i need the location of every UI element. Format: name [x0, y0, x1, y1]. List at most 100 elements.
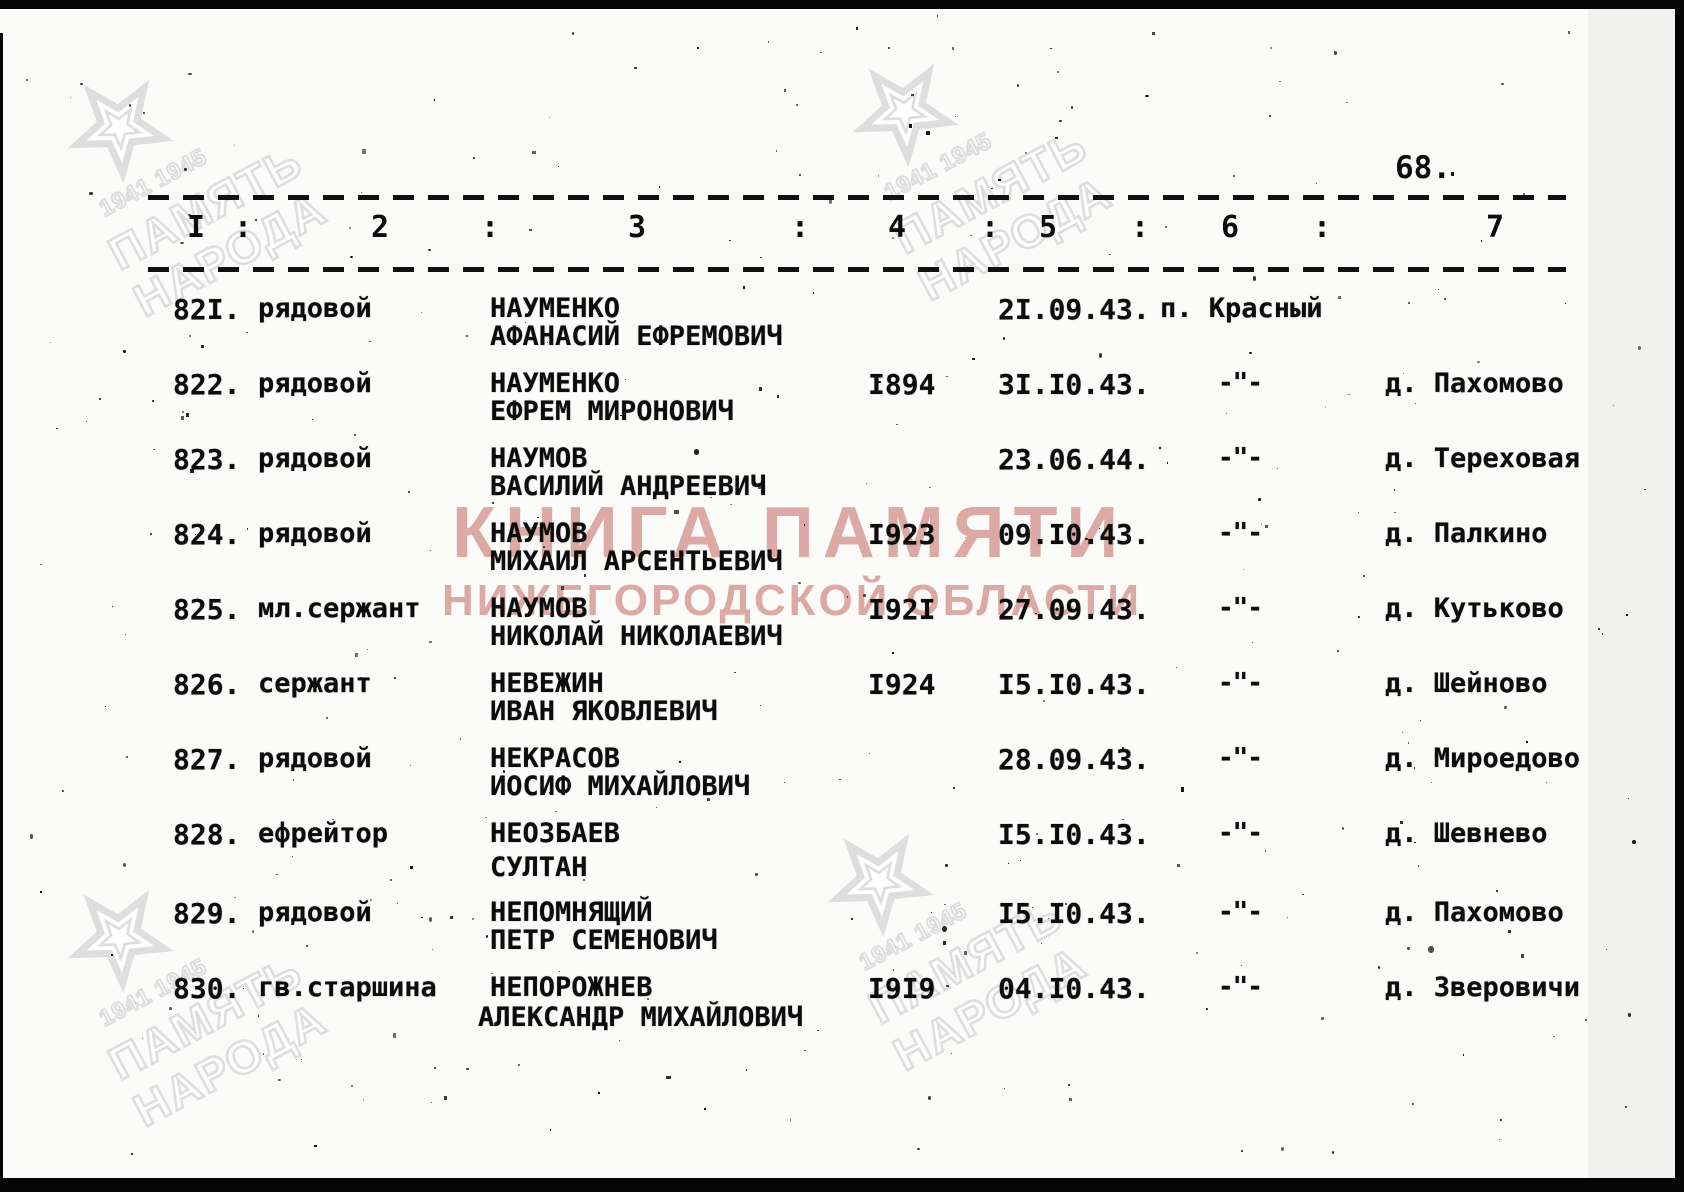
noise-speck — [1428, 946, 1434, 954]
death-date-cell: 04.I0.43. — [998, 972, 1150, 1005]
noise-speck — [234, 897, 236, 899]
noise-speck — [450, 916, 453, 919]
noise-speck — [656, 807, 658, 809]
noise-speck — [514, 681, 516, 683]
noise-speck — [234, 145, 235, 146]
noise-speck — [729, 240, 731, 241]
noise-speck — [460, 738, 462, 739]
noise-speck — [314, 981, 316, 984]
noise-speck — [182, 411, 184, 413]
noise-speck — [1287, 917, 1289, 919]
noise-speck — [1431, 782, 1433, 783]
birth-year-cell: I894 — [868, 368, 936, 401]
noise-speck — [972, 358, 975, 360]
entry-number-cell: 830. — [173, 972, 241, 1005]
noise-speck — [1644, 489, 1647, 491]
noise-speck — [917, 1148, 921, 1150]
death-date-cell: 28.09.43. — [998, 743, 1150, 776]
birth-year-cell: I9I9 — [868, 972, 936, 1005]
noise-speck — [1606, 949, 1608, 950]
surname-cell: НАУМОВ — [490, 443, 588, 474]
noise-speck — [1059, 120, 1062, 123]
noise-speck — [909, 124, 913, 129]
noise-speck — [746, 1069, 748, 1071]
noise-speck — [1523, 193, 1525, 196]
noise-speck — [946, 376, 948, 378]
noise-speck — [537, 517, 539, 518]
table-row: 829. рядовой НЕПОМНЯЩИЙ ПЕТР СЕМЕНОВИЧ I5.I0… — [0, 897, 1684, 967]
ditto-mark-cell: -"- — [1218, 818, 1263, 848]
noise-speck — [1152, 32, 1155, 36]
noise-speck — [80, 83, 84, 85]
column-header-2: 2 — [370, 210, 390, 245]
noise-speck — [561, 586, 564, 591]
noise-speck — [421, 917, 423, 918]
header-rule-top — [148, 195, 1566, 200]
rank-cell: ефрейтор — [258, 818, 389, 849]
noise-speck — [1032, 907, 1034, 908]
noise-speck — [491, 973, 493, 975]
noise-speck — [942, 926, 947, 933]
star-icon — [852, 63, 959, 168]
noise-speck — [707, 798, 710, 801]
noise-speck — [1414, 842, 1416, 843]
death-date-cell: I5.I0.43. — [998, 897, 1150, 930]
noise-speck — [760, 257, 762, 258]
entry-number-cell: 826. — [173, 668, 241, 701]
noise-speck — [944, 904, 946, 905]
noise-speck — [755, 873, 759, 877]
noise-speck — [1407, 947, 1410, 950]
given-name-cell: АЛЕКСАНДР МИХАЙЛОВИЧ — [478, 1002, 804, 1033]
noise-speck — [429, 641, 433, 643]
noise-speck — [953, 787, 955, 789]
given-name-cell: СУЛТАН — [490, 852, 588, 883]
column-header-6: 6 — [1220, 210, 1240, 245]
noise-speck — [1444, 298, 1446, 300]
noise-speck — [1269, 115, 1271, 118]
noise-speck — [1004, 1088, 1006, 1089]
noise-speck — [1553, 1036, 1555, 1037]
noise-speck — [50, 342, 52, 343]
noise-speck — [1358, 512, 1360, 514]
noise-speck — [111, 954, 113, 956]
noise-speck — [1003, 337, 1005, 340]
noise-speck — [89, 192, 93, 195]
ditto-mark-cell: -"- — [1218, 368, 1263, 398]
noise-speck — [1546, 782, 1548, 784]
noise-speck — [263, 1053, 265, 1055]
noise-speck — [99, 398, 101, 401]
star-icon — [67, 79, 174, 184]
noise-speck — [369, 341, 371, 343]
death-date-cell: 3I.I0.43. — [998, 368, 1150, 401]
noise-speck — [888, 47, 890, 49]
noise-speck — [329, 828, 331, 829]
noise-speck — [1463, 1054, 1465, 1056]
noise-speck — [1638, 346, 1642, 351]
column-separator: : — [1130, 210, 1150, 245]
death-date-cell: I5.I0.43. — [998, 818, 1150, 851]
noise-speck — [758, 483, 763, 489]
noise-speck — [1363, 575, 1365, 578]
noise-speck — [598, 1092, 600, 1095]
noise-speck — [674, 510, 679, 514]
noise-speck — [326, 717, 328, 719]
noise-speck — [1035, 613, 1038, 615]
noise-speck — [486, 935, 489, 938]
surname-cell: НЕПОРОЖНЕВ — [490, 972, 653, 1003]
noise-speck — [1054, 674, 1056, 675]
noise-speck — [30, 834, 34, 839]
noise-speck — [547, 342, 549, 343]
noise-speck — [1321, 1017, 1325, 1020]
noise-speck — [866, 483, 868, 485]
rank-cell: мл.сержант — [258, 593, 421, 624]
surname-cell: НАУМОВ — [490, 518, 588, 549]
death-date-cell: 23.06.44. — [998, 443, 1150, 476]
given-name-cell: ВАСИЛИЙ АНДРЕЕВИЧ — [490, 471, 767, 502]
noise-speck — [278, 1079, 281, 1082]
noise-speck — [123, 863, 126, 868]
table-row: 822. рядовой НАУМЕНКО ЕФРЕМ МИРОНОВИЧ I894 3I… — [0, 368, 1684, 438]
noise-speck — [153, 449, 155, 451]
noise-speck — [1041, 943, 1043, 944]
column-separator: : — [790, 210, 810, 245]
